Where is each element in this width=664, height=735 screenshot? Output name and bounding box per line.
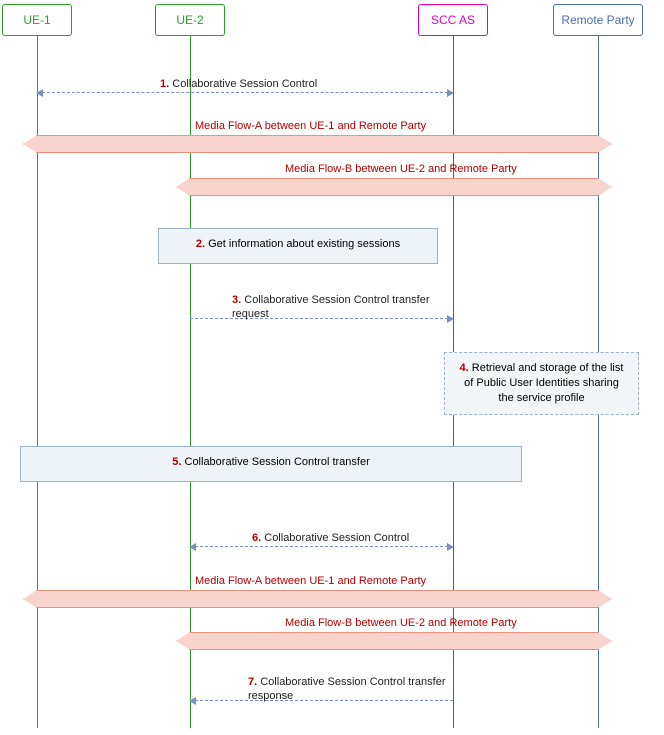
media-flow-label: Media Flow-B between UE-2 and Remote Par… <box>285 617 517 629</box>
media-flow <box>23 135 612 153</box>
note-box: 4. Retrieval and storage of the list of … <box>444 352 639 415</box>
actor-remote: Remote Party <box>553 4 643 36</box>
message-label: 1. Collaborative Session Control <box>160 77 317 91</box>
media-flow <box>176 178 612 196</box>
message-arrow <box>190 546 453 547</box>
media-flow-label: Media Flow-B between UE-2 and Remote Par… <box>285 163 517 175</box>
message-label: 3. Collaborative Session Control transfe… <box>232 293 430 322</box>
media-flow-label: Media Flow-A between UE-1 and Remote Par… <box>195 575 426 587</box>
actor-ue2: UE-2 <box>155 4 225 36</box>
note-box: 2. Get information about existing sessio… <box>158 228 438 264</box>
message-label: 6. Collaborative Session Control <box>252 531 409 545</box>
media-flow <box>23 590 612 608</box>
message-label: 7. Collaborative Session Control transfe… <box>248 675 446 704</box>
note-box: 5. Collaborative Session Control transfe… <box>20 446 522 482</box>
media-flow-label: Media Flow-A between UE-1 and Remote Par… <box>195 120 426 132</box>
actor-scc: SCC AS <box>418 4 488 36</box>
message-arrow <box>37 92 453 93</box>
sequence-diagram: UE-1 UE-2 SCC AS Remote Party Media Flow-A b… <box>0 0 664 735</box>
actor-ue1: UE-1 <box>2 4 72 36</box>
media-flow <box>176 632 612 650</box>
